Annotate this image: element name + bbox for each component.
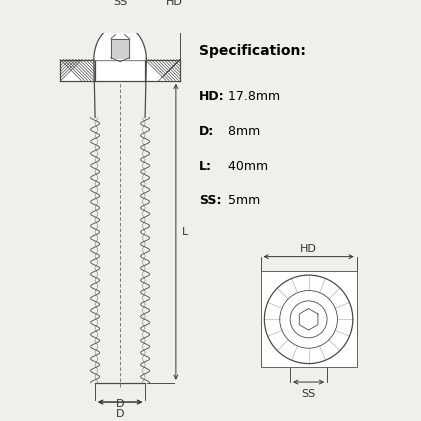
Bar [61, 60, 180, 81]
Text: HD: HD [300, 244, 317, 253]
Text: D: D [116, 409, 124, 419]
Text: D:: D: [199, 125, 214, 138]
Text: SS: SS [113, 0, 127, 7]
Text: L:: L: [199, 160, 212, 173]
Polygon shape [94, 25, 147, 60]
Text: HD: HD [166, 0, 183, 7]
Text: D: D [116, 399, 124, 409]
Text: L: L [181, 227, 188, 237]
Bar [261, 271, 357, 368]
Text: HD:: HD: [199, 91, 224, 104]
Text: Specification:: Specification: [199, 44, 306, 58]
Text: 5mm: 5mm [224, 195, 260, 207]
Text: SS: SS [301, 389, 316, 399]
Polygon shape [111, 38, 129, 58]
Text: 40mm: 40mm [224, 160, 268, 173]
Text: SS:: SS: [199, 195, 221, 207]
Text: 8mm: 8mm [224, 125, 260, 138]
Text: 17.8mm: 17.8mm [224, 91, 280, 104]
